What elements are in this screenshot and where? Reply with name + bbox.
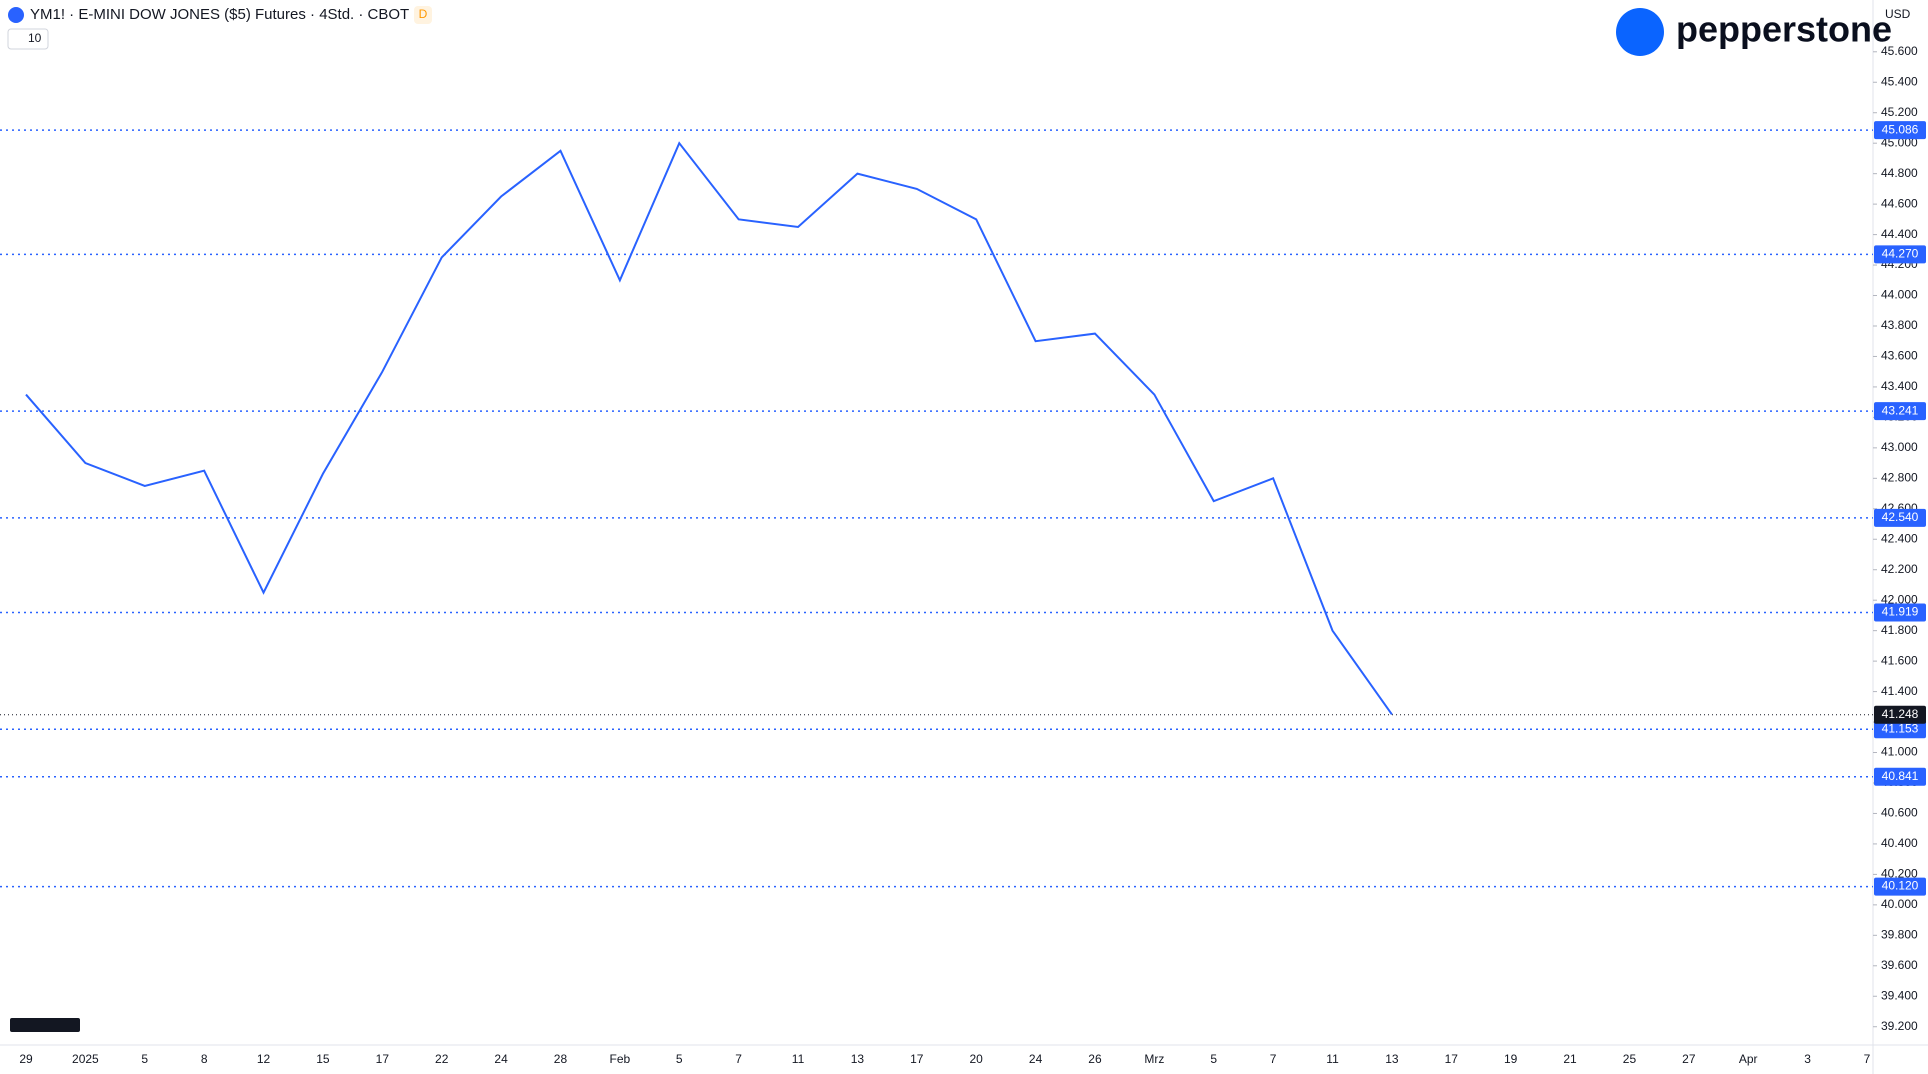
y-tick-label: 44.800 [1881, 166, 1918, 180]
level-label-bg [1874, 508, 1926, 527]
x-tick-label: 20 [970, 1052, 984, 1066]
level-label: 41.153 [1882, 721, 1919, 735]
x-tick-label: 15 [316, 1052, 330, 1066]
x-tick-label: 21 [1563, 1052, 1577, 1066]
x-tick-label: 24 [1029, 1052, 1043, 1066]
x-tick-label: 17 [910, 1052, 924, 1066]
level-label: 43.241 [1882, 403, 1919, 417]
price-line [25, 141, 1393, 716]
y-tick-label: 44.000 [1881, 288, 1918, 302]
x-tick-label: 27 [1682, 1052, 1696, 1066]
last-price-bg [1874, 705, 1926, 724]
level-label-bg [1874, 121, 1926, 140]
level-label: 40.841 [1882, 769, 1919, 783]
level-label: 40.120 [1882, 879, 1919, 893]
level-label-bg [1874, 767, 1926, 786]
y-tick-label: 40.200 [1881, 867, 1918, 881]
x-tick-label: 5 [1210, 1052, 1217, 1066]
level-label-bg [1874, 402, 1926, 421]
level-label-bg [1874, 877, 1926, 896]
x-tick-label: 12 [257, 1052, 271, 1066]
level-label-bg [1874, 720, 1926, 739]
y-tick-label: 45.600 [1881, 44, 1918, 58]
y-tick-label: 45.400 [1881, 74, 1918, 88]
y-tick-label: 41.800 [1881, 623, 1918, 637]
y-tick-label: 40.600 [1881, 806, 1918, 820]
y-tick-label: 43.600 [1881, 349, 1918, 363]
y-tick-label: 39.600 [1881, 958, 1918, 972]
x-tick-label: 17 [376, 1052, 390, 1066]
y-tick-label: 44.400 [1881, 227, 1918, 241]
y-tick-label: 44.600 [1881, 196, 1918, 210]
y-tick-label: 41.400 [1881, 684, 1918, 698]
level-label: 42.540 [1882, 510, 1919, 524]
x-tick-label: 5 [141, 1052, 148, 1066]
x-tick-label: 11 [1326, 1052, 1339, 1066]
x-tick-label: 26 [1088, 1052, 1102, 1066]
y-tick-label: 39.200 [1881, 1019, 1918, 1033]
x-tick-label: 3 [1804, 1052, 1811, 1066]
level-label: 45.086 [1882, 122, 1919, 136]
level-label: 44.270 [1882, 247, 1919, 261]
y-tick-label: 41.000 [1881, 745, 1918, 759]
y-tick-label: 40.400 [1881, 836, 1918, 850]
y-tick-label: 42.000 [1881, 592, 1918, 606]
level-label-bg [1874, 603, 1926, 622]
y-tick-label: 39.400 [1881, 988, 1918, 1002]
badge-bg [414, 6, 432, 24]
x-tick-label: 11 [792, 1052, 805, 1066]
x-tick-label: 7 [735, 1052, 742, 1066]
level-label: 41.919 [1882, 605, 1919, 619]
indicator-value: 10 [28, 31, 42, 45]
x-tick-label: 7 [1270, 1052, 1277, 1066]
x-tick-label: 5 [676, 1052, 683, 1066]
symbol-icon [8, 7, 24, 23]
x-tick-label: 28 [554, 1052, 568, 1066]
brand-logo [1616, 8, 1664, 56]
x-tick-label: 24 [494, 1052, 508, 1066]
x-tick-label: Apr [1739, 1052, 1758, 1066]
currency: USD [1885, 7, 1911, 21]
y-tick-label: 39.800 [1881, 927, 1918, 941]
chart-title: YM1! · E-MINI DOW JONES ($5) Futures · 4… [30, 6, 409, 23]
x-tick-label: 22 [435, 1052, 449, 1066]
brand: pepperstone [1676, 9, 1892, 50]
y-tick-label: 42.400 [1881, 531, 1918, 545]
y-tick-label: 42.800 [1881, 470, 1918, 484]
x-tick-label: 7 [1864, 1052, 1871, 1066]
y-tick-label: 42.200 [1881, 562, 1918, 576]
x-tick-label: 17 [1445, 1052, 1459, 1066]
x-tick-label: Mrz [1144, 1052, 1164, 1066]
y-tick-label: 40.000 [1881, 897, 1918, 911]
badge: D [419, 7, 428, 21]
level-label-bg [1874, 245, 1926, 264]
x-tick-label: 29 [19, 1052, 33, 1066]
x-tick-label: 13 [1385, 1052, 1399, 1066]
x-tick-label: 25 [1623, 1052, 1637, 1066]
x-tick-label: 2025 [72, 1052, 99, 1066]
last-price-label: 41.248 [1882, 707, 1919, 721]
y-tick-label: 43.400 [1881, 379, 1918, 393]
y-tick-label: 43.800 [1881, 318, 1918, 332]
y-tick-label: 41.600 [1881, 653, 1918, 667]
tv-logo [10, 1018, 80, 1032]
x-tick-label: 13 [851, 1052, 865, 1066]
indicator-box[interactable] [7, 28, 49, 50]
x-tick-label: Feb [610, 1052, 631, 1066]
x-tick-label: 19 [1504, 1052, 1518, 1066]
x-tick-label: 8 [201, 1052, 208, 1066]
y-tick-label: 45.200 [1881, 105, 1918, 119]
y-tick-label: 43.000 [1881, 440, 1918, 454]
